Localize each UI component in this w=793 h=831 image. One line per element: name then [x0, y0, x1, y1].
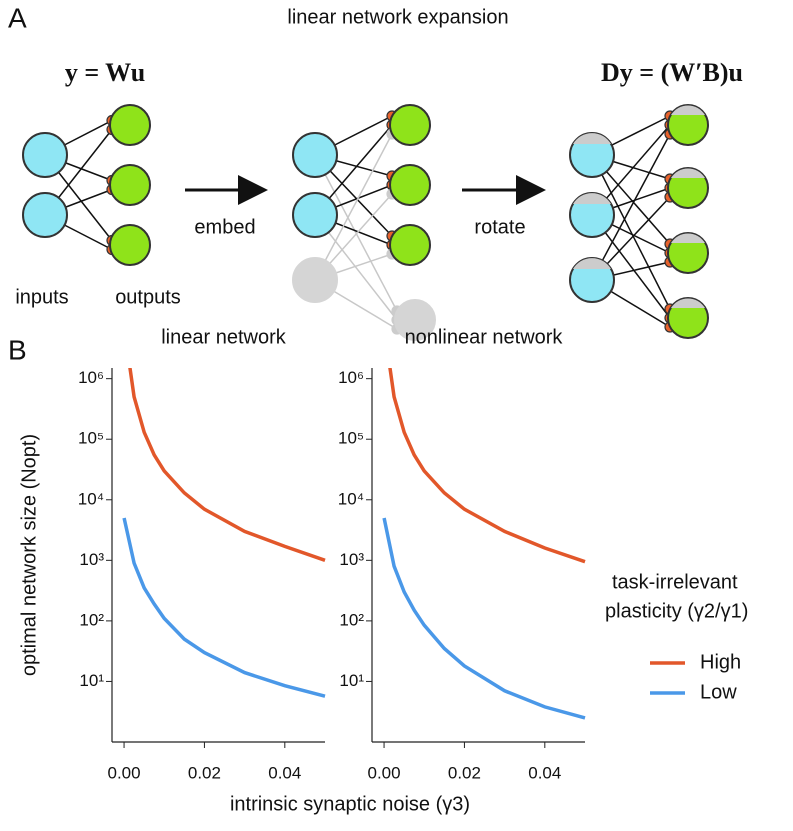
legend-title: plasticity (γ2/γ1) [605, 600, 748, 622]
node [109, 104, 151, 146]
node [22, 192, 68, 238]
node [292, 132, 338, 178]
panel-label: A [8, 2, 27, 33]
panel-title: linear network expansion [287, 6, 508, 28]
node-cap [573, 258, 611, 269]
node-cap [573, 193, 611, 204]
edge [314, 154, 398, 312]
node-cap [671, 105, 705, 115]
node-label: outputs [115, 286, 181, 308]
arrow-label: rotate [474, 216, 525, 238]
y-tick-label: 10¹ [339, 671, 364, 690]
node [394, 299, 436, 341]
node [292, 257, 338, 303]
edge [591, 154, 671, 310]
y-tick-label: 10⁵ [78, 429, 104, 448]
legend-label: Low [700, 681, 737, 703]
legend-label: High [700, 651, 741, 673]
node-label: inputs [15, 286, 68, 308]
y-tick-label: 10⁶ [78, 368, 104, 387]
x-tick-label: 0.04 [528, 763, 561, 782]
node [389, 104, 431, 146]
series-line [122, 517, 326, 698]
series-line [382, 517, 586, 720]
y-tick-label: 10⁴ [338, 489, 364, 508]
node [292, 192, 338, 238]
edge [591, 133, 671, 281]
node [389, 164, 431, 206]
node-cap [671, 168, 705, 178]
y-tick-label: 10³ [79, 550, 104, 569]
y-tick-label: 10³ [339, 550, 364, 569]
chart-title: linear network [161, 326, 287, 348]
series-line [388, 368, 586, 564]
chart-title: nonlinear network [405, 326, 564, 348]
y-tick-label: 10¹ [79, 671, 104, 690]
y-tick-label: 10⁵ [338, 429, 364, 448]
node [22, 132, 68, 178]
arrow-label: embed [194, 216, 255, 238]
panel-label: B [8, 334, 27, 365]
node-cap [573, 133, 611, 144]
x-tick-label: 0.00 [108, 763, 141, 782]
x-axis-label: intrinsic synaptic noise (γ3) [230, 793, 470, 815]
x-tick-label: 0.02 [448, 763, 481, 782]
node [109, 164, 151, 206]
edge [314, 133, 393, 281]
y-tick-label: 10⁴ [78, 489, 104, 508]
node-cap [671, 233, 705, 243]
node [109, 224, 151, 266]
node-cap [671, 298, 705, 308]
equation: Dy = (W′B)u [601, 58, 743, 87]
y-axis-label: optimal network size (Nopt) [18, 434, 40, 676]
x-tick-label: 0.02 [188, 763, 221, 782]
node [389, 224, 431, 266]
y-tick-label: 10² [339, 610, 364, 629]
y-tick-label: 10² [79, 610, 104, 629]
x-tick-label: 0.04 [268, 763, 301, 782]
series-line [128, 368, 326, 562]
y-tick-label: 10⁶ [338, 368, 364, 387]
legend-title: task-irrelevant [612, 571, 738, 593]
diagram [22, 104, 709, 341]
x-tick-label: 0.00 [368, 763, 401, 782]
equation: y = Wu [65, 58, 145, 87]
